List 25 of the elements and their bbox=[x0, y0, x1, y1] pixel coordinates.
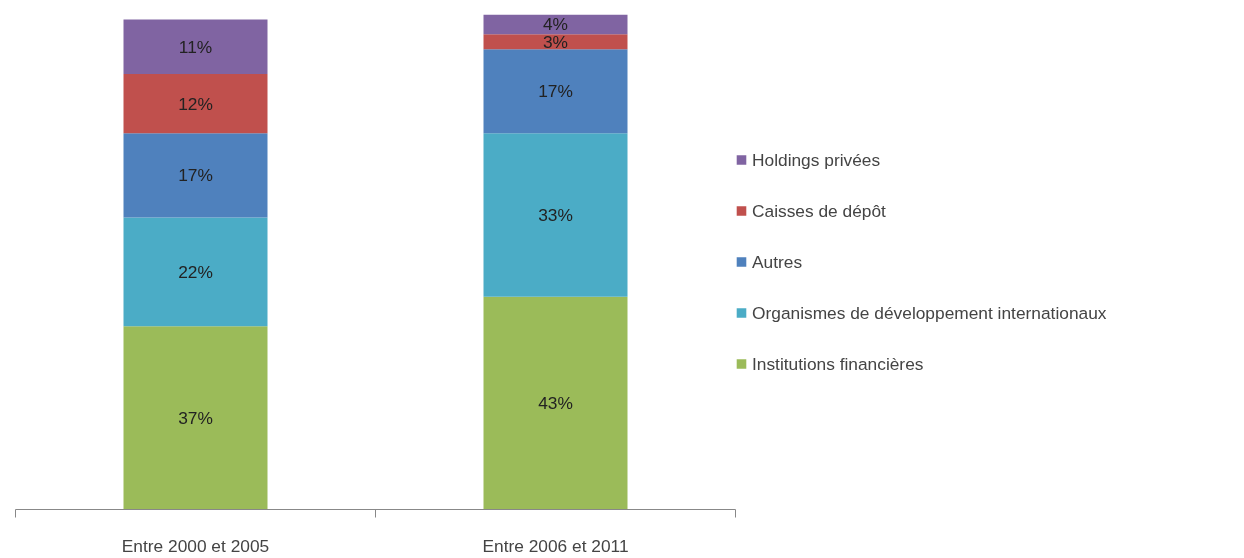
bar bbox=[483, 14, 628, 35]
legend-label: Autres bbox=[752, 251, 803, 272]
data-label: 33% bbox=[538, 204, 573, 225]
bar bbox=[123, 73, 268, 134]
bar bbox=[483, 296, 628, 510]
bar bbox=[483, 34, 628, 50]
legend-label: Holdings privées bbox=[752, 149, 881, 170]
x-tick-label: Entre 2006 et 2011 bbox=[482, 535, 629, 556]
bar bbox=[123, 326, 268, 510]
data-label: 12% bbox=[178, 93, 213, 114]
bar bbox=[483, 133, 628, 297]
legend-label: Caisses de dépôt bbox=[752, 200, 886, 221]
data-label: 17% bbox=[538, 81, 573, 102]
bar bbox=[123, 133, 268, 218]
data-label: 11% bbox=[178, 36, 213, 57]
bar bbox=[123, 19, 268, 74]
data-label: 22% bbox=[178, 261, 213, 282]
data-label: 37% bbox=[178, 407, 213, 428]
x-tick-label: Entre 2000 et 2005 bbox=[121, 535, 270, 556]
bar bbox=[123, 217, 268, 327]
legend-label: Institutions financières bbox=[752, 353, 924, 374]
data-label: 17% bbox=[178, 165, 213, 186]
data-label: 43% bbox=[538, 393, 573, 414]
bar bbox=[483, 49, 628, 134]
legend-label: Organismes de développement internationaux bbox=[752, 302, 1107, 323]
